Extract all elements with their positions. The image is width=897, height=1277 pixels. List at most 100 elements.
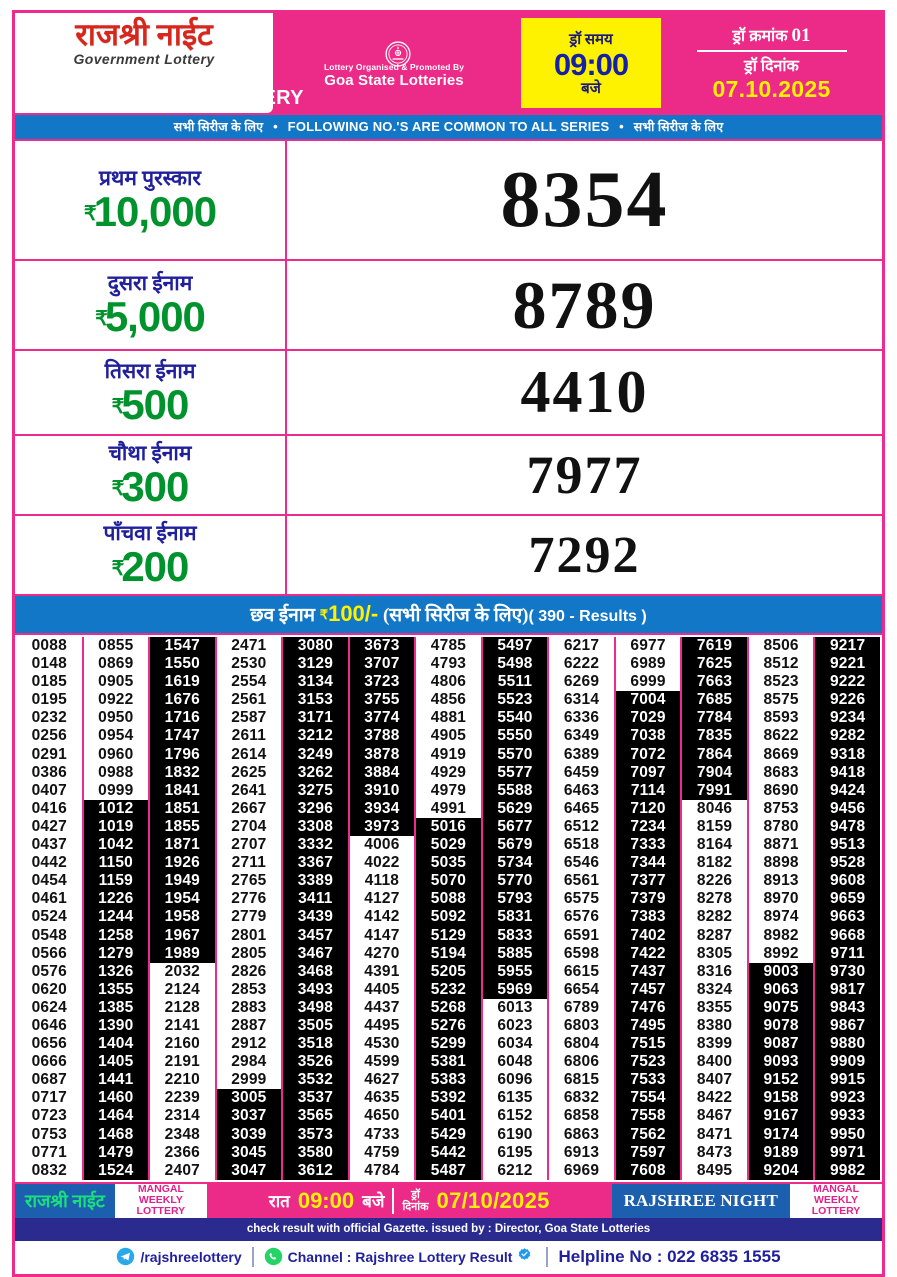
number-cell: 3153 — [283, 691, 348, 710]
number-cell: 9222 — [815, 673, 880, 692]
number-cell: 3532 — [283, 1071, 348, 1090]
number-cell: 2776 — [216, 890, 282, 909]
number-cell: 6096 — [482, 1071, 548, 1090]
footer-brand-hindi-block: राजश्री नाईट — [15, 1183, 115, 1218]
number-cell: 8871 — [748, 836, 814, 855]
number-cell: 3565 — [283, 1107, 348, 1126]
number-cell: 6048 — [482, 1053, 548, 1072]
number-cell: 8182 — [682, 854, 747, 873]
number-column: 5497 5498 5511 5523 5540 5550 5570 5577 5588 5629… — [480, 637, 548, 1180]
number-cell: 7558 — [615, 1107, 681, 1126]
number-cell: 8324 — [682, 980, 747, 999]
number-cell: 8898 — [748, 854, 814, 873]
number-cell: 8780 — [748, 817, 814, 837]
number-cell: 0950 — [83, 709, 149, 728]
prize-label-cell: तिसरा ईनाम ₹500 — [15, 351, 287, 434]
number-column: 2471 2530 2554 2561 2587 2611 2614 2625 2641 2667… — [214, 637, 282, 1180]
number-cell: 0687 — [17, 1071, 82, 1090]
number-cell: 5016 — [416, 817, 481, 837]
number-cell: 9226 — [815, 691, 880, 710]
number-cell: 0088 — [17, 637, 82, 656]
number-cell: 7120 — [615, 799, 681, 818]
number-cell: 9659 — [815, 890, 880, 909]
number-cell: 5442 — [416, 1143, 481, 1162]
number-cell: 2984 — [216, 1053, 282, 1072]
footer-date-label: ड्रॉ दिनांक — [402, 1189, 428, 1213]
number-cell: 1855 — [150, 817, 215, 837]
rupee-icon: ₹ — [95, 308, 108, 330]
number-cell: 7784 — [682, 709, 747, 728]
number-column: 4785 4793 4806 4856 4881 4905 4919 4929 4979 4991… — [414, 637, 481, 1180]
number-cell: 4006 — [349, 836, 415, 855]
number-cell: 3332 — [283, 836, 348, 855]
number-cell: 4793 — [416, 655, 481, 674]
number-cell: 8593 — [748, 709, 814, 728]
number-cell: 3526 — [283, 1053, 348, 1072]
number-cell: 6832 — [549, 1089, 614, 1108]
number-cell: 3249 — [283, 745, 348, 764]
number-cell: 2141 — [150, 1016, 215, 1036]
number-cell: 7038 — [615, 727, 681, 746]
number-cell: 6546 — [549, 854, 614, 873]
number-cell: 3707 — [349, 655, 415, 674]
draw-time-label: ड्रॉ समय — [569, 31, 613, 48]
number-cell: 1159 — [83, 872, 149, 891]
number-cell: 8512 — [748, 655, 814, 674]
number-cell: 5677 — [482, 817, 548, 837]
number-cell: 1524 — [83, 1161, 149, 1180]
number-cell: 8575 — [748, 691, 814, 710]
number-cell: 2530 — [216, 655, 282, 674]
number-cell: 6463 — [549, 781, 614, 800]
number-cell: 4391 — [349, 962, 415, 981]
number-cell: 1796 — [150, 745, 215, 764]
number-cell: 8226 — [682, 872, 747, 891]
number-cell: 5383 — [416, 1071, 481, 1090]
draw-number-value: 01 — [791, 25, 811, 46]
number-cell: 1967 — [150, 926, 215, 945]
number-cell: 3505 — [283, 1016, 348, 1036]
number-cell: 4784 — [349, 1161, 415, 1180]
number-column: 3673 3707 3723 3755 3774 3788 3878 3884 3910 3934… — [347, 637, 415, 1180]
telegram-link[interactable]: /rajshreelottery — [116, 1247, 242, 1266]
number-cell: 5734 — [482, 854, 548, 873]
number-column: 3080 3129 3134 3153 3171 3212 3249 3262 3275 3296… — [281, 637, 348, 1180]
number-cell: 1832 — [150, 763, 215, 782]
number-cell: 6013 — [482, 998, 548, 1017]
number-cell: 8316 — [682, 962, 747, 981]
number-cell: 1851 — [150, 799, 215, 818]
number-cell: 8046 — [682, 799, 747, 818]
number-cell: 3212 — [283, 727, 348, 746]
number-cell: 9318 — [815, 745, 880, 764]
number-cell: 1460 — [83, 1089, 149, 1108]
prize-row: प्रथम पुरस्कार ₹10,000 8354 — [15, 141, 882, 261]
footer-night-label: रात — [268, 1192, 290, 1212]
whatsapp-link[interactable]: Channel : Rajshree Lottery Result — [264, 1247, 537, 1266]
helpline-text: Helpline No : 022 6835 1555 — [558, 1246, 781, 1266]
number-cell: 5629 — [482, 799, 548, 818]
number-cell: 1468 — [83, 1125, 149, 1144]
prize-amount: ₹10,000 — [15, 190, 285, 236]
number-cell: 3573 — [283, 1125, 348, 1144]
number-cell: 9513 — [815, 836, 880, 855]
number-cell: 5035 — [416, 854, 481, 873]
number-cell: 4650 — [349, 1107, 415, 1126]
number-cell: 6576 — [549, 908, 614, 927]
number-cell: 1385 — [83, 998, 149, 1017]
number-cell: 6575 — [549, 890, 614, 909]
number-cell: 7562 — [615, 1125, 681, 1144]
footer-weekly-right-block: MANGAL WEEKLY LOTTERY — [790, 1183, 882, 1218]
number-cell: 7608 — [615, 1161, 681, 1180]
number-cell: 5381 — [416, 1053, 481, 1072]
number-cell: 7597 — [615, 1143, 681, 1162]
number-cell: 0437 — [17, 836, 82, 855]
number-cell: 6389 — [549, 745, 614, 764]
number-cell: 6135 — [482, 1089, 548, 1108]
number-cell: 2912 — [216, 1035, 282, 1054]
number-cell: 8278 — [682, 890, 747, 909]
sixth-prize-results-count: ( 390 - Results ) — [528, 608, 647, 625]
number-cell: 0988 — [83, 763, 149, 782]
number-cell: 5299 — [416, 1035, 481, 1054]
number-cell: 3774 — [349, 709, 415, 728]
number-cell: 0256 — [17, 727, 82, 746]
number-cell: 1464 — [83, 1107, 149, 1126]
